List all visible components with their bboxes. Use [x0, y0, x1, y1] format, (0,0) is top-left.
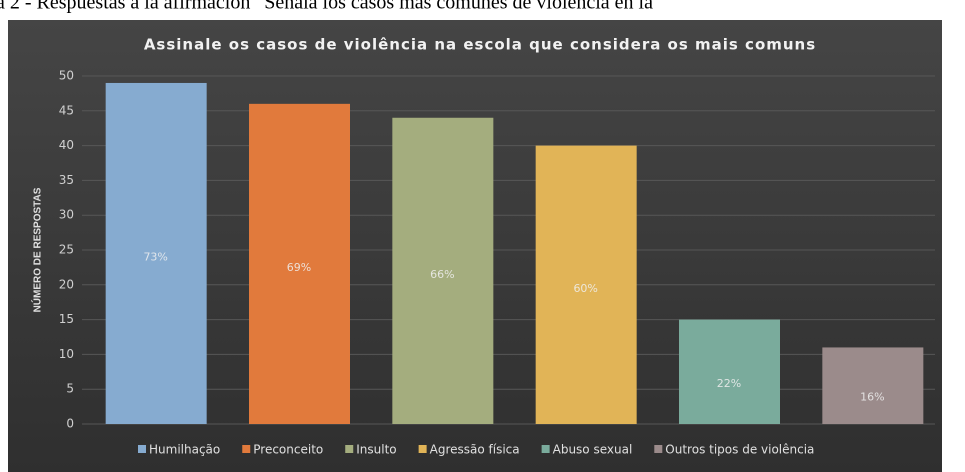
bar-percent-label: 16% — [860, 391, 884, 404]
bar — [392, 117, 494, 424]
y-tick-label: 30 — [59, 208, 74, 222]
y-tick-label: 50 — [59, 69, 74, 83]
legend-swatch — [541, 445, 550, 453]
y-tick-label: 10 — [59, 347, 74, 361]
chart-title: Assinale os casos de violência na escola… — [144, 36, 816, 54]
legend-label: Humilhação — [149, 443, 220, 457]
legend-label: Outros tipos de violência — [665, 443, 814, 457]
bar-percent-label: 66% — [430, 268, 454, 281]
bar-percent-label: 73% — [143, 250, 167, 263]
y-tick-label: 35 — [59, 173, 74, 187]
bar-percent-label: 69% — [287, 261, 311, 274]
legend-label: Preconceito — [253, 443, 323, 457]
y-tick-label: 5 — [66, 382, 74, 396]
legend-swatch — [654, 445, 663, 453]
bar — [535, 145, 637, 424]
y-tick-label: 25 — [59, 243, 74, 257]
y-tick-label: 40 — [59, 138, 74, 152]
bar — [679, 319, 780, 424]
legend-label: Agressão física — [430, 443, 520, 457]
y-tick-label: 45 — [59, 103, 74, 117]
caption: a 2 - Respuestas a la afirmación “Señala… — [0, 0, 653, 14]
y-axis-label: NÚMERO DE RESPOSTAS — [31, 187, 44, 312]
legend-swatch — [138, 445, 146, 453]
bar-percent-label: 60% — [573, 282, 597, 295]
legend-swatch — [345, 445, 354, 453]
y-tick-label: 0 — [66, 417, 74, 431]
legend-label: Abuso sexual — [553, 443, 633, 457]
legend-swatch — [242, 445, 251, 453]
bar — [822, 347, 924, 424]
bar — [105, 82, 207, 425]
y-tick-label: 20 — [59, 277, 74, 291]
legend-label: Insulto — [356, 443, 396, 457]
legend-swatch — [418, 445, 427, 453]
bar-percent-label: 22% — [717, 377, 741, 390]
y-tick-label: 15 — [59, 312, 74, 326]
bar — [249, 103, 350, 424]
